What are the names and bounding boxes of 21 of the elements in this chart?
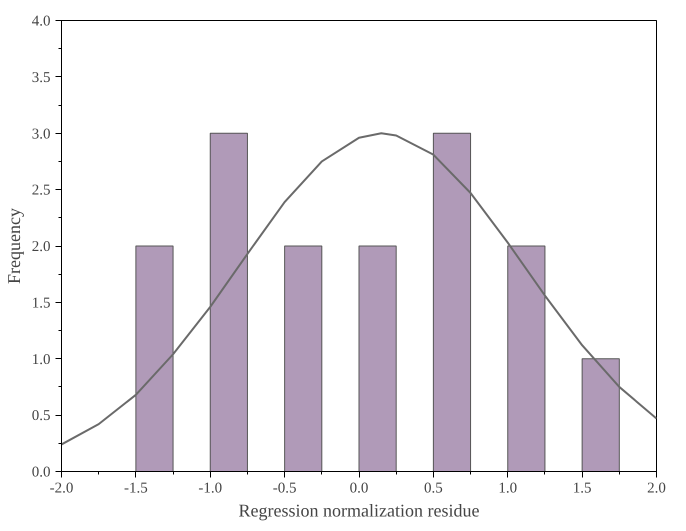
y-tick-label: 2.0 [32, 239, 50, 255]
x-tick-label: -1.5 [124, 480, 148, 496]
y-tick-label: 3.5 [32, 70, 50, 86]
x-tick-label: 0.5 [424, 480, 443, 496]
x-tick-label: 2.0 [647, 480, 666, 496]
y-axis-title: Frequency [4, 208, 24, 284]
x-tick-label: -1.0 [198, 480, 222, 496]
y-tick-label: 4.0 [32, 14, 50, 30]
y-tick-label: 3.0 [32, 126, 50, 142]
y-tick-label: 0.0 [32, 464, 50, 480]
line-series [62, 132, 656, 446]
x-tick-label: -0.5 [272, 480, 296, 496]
y-tick-label: 0.5 [32, 408, 50, 424]
x-tick-label: 1.0 [498, 480, 518, 496]
y-tick-label: 1.0 [32, 352, 50, 368]
x-axis-title: Regression normalization residue [238, 500, 480, 520]
x-tick-label: 1.5 [572, 480, 592, 496]
y-tick-label: 2.5 [32, 182, 50, 199]
x-tick-label: 0.0 [350, 480, 368, 496]
y-tick-label: 1.5 [32, 295, 50, 312]
x-tick-label: -2.0 [50, 480, 74, 496]
